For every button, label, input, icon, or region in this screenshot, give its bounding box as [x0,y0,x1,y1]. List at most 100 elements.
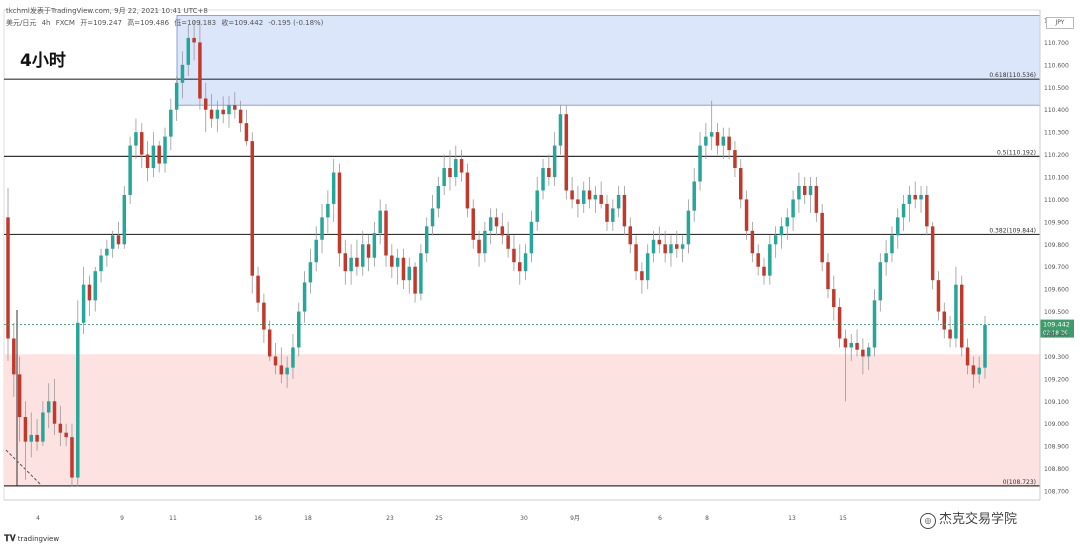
candle-body[interactable] [919,194,923,200]
candle-body[interactable] [605,203,609,222]
candle-body[interactable] [558,114,563,146]
candle-body[interactable] [872,300,877,348]
candle-body[interactable] [326,203,330,218]
candle-body[interactable] [506,235,510,249]
candle-body[interactable] [611,208,615,222]
candle-body[interactable] [884,253,888,263]
candle-body[interactable] [849,342,853,348]
candle-body[interactable] [81,284,86,323]
candle-body[interactable] [267,329,272,357]
candle-body[interactable] [320,217,324,240]
candle-body[interactable] [494,217,499,227]
candle-body[interactable] [314,239,318,263]
candle-body[interactable] [913,194,917,200]
candle-body[interactable] [750,230,755,254]
candle-body[interactable] [436,185,441,209]
candle-body[interactable] [762,266,766,276]
candle-body[interactable] [471,208,475,240]
candle-body[interactable] [250,141,254,276]
candle-body[interactable] [419,253,423,294]
candle-body[interactable] [529,221,534,254]
candle-body[interactable] [465,172,470,209]
candle-body[interactable] [395,257,400,267]
currency-badge[interactable]: JPY [1046,17,1074,29]
candle-body[interactable] [890,235,894,254]
candle-body[interactable] [651,239,656,254]
candle-body[interactable] [343,253,348,272]
candle-body[interactable] [372,233,377,258]
tradingview-logo[interactable]: 𝐓𝐕 tradingview [4,534,59,544]
candle-body[interactable] [500,226,505,236]
candle-body[interactable] [291,347,295,368]
candle-body[interactable] [581,190,586,204]
candle-body[interactable] [709,132,714,137]
candle-body[interactable] [337,172,342,254]
candle-body[interactable] [384,210,388,256]
candle-body[interactable] [41,412,45,442]
candle-body[interactable] [174,82,179,110]
candle-body[interactable] [297,311,301,348]
candle-body[interactable] [64,432,68,438]
candle-body[interactable] [52,401,57,424]
candle-body[interactable] [477,239,481,254]
candle-body[interactable] [907,194,912,204]
candle-body[interactable] [686,210,691,245]
candle-body[interactable] [570,190,574,200]
candle-body[interactable] [355,257,359,267]
candle-body[interactable] [483,230,487,254]
candle-body[interactable] [273,356,278,366]
candle-body[interactable] [616,194,621,209]
candle-body[interactable] [779,226,784,236]
candle-body[interactable] [17,374,22,417]
candle-body[interactable] [814,185,819,213]
candle-body[interactable] [12,338,16,375]
candle-body[interactable] [110,235,115,249]
candle-body[interactable] [727,136,731,151]
candle-body[interactable] [285,367,289,375]
candle-body[interactable] [116,235,121,245]
candle-body[interactable] [331,172,336,204]
candle-body[interactable] [430,208,435,227]
candle-body[interactable] [366,244,371,258]
candle-body[interactable] [634,244,638,272]
candle-body[interactable] [169,109,173,137]
candle-body[interactable] [680,244,685,249]
candle-body[interactable] [645,253,650,281]
candle-body[interactable] [593,194,598,200]
candle-body[interactable] [971,365,976,375]
candle-body[interactable] [244,123,249,142]
candle-body[interactable] [965,347,970,366]
candle-body[interactable] [936,280,941,312]
candle-body[interactable] [279,365,284,375]
candle-body[interactable] [454,159,458,177]
candle-body[interactable] [698,145,702,182]
candle-body[interactable] [704,136,708,146]
candle-body[interactable] [302,282,307,312]
candle-body[interactable] [209,109,214,119]
candle-body[interactable] [896,217,900,236]
candle-body[interactable] [401,257,406,281]
candle-body[interactable] [802,185,807,195]
candle-body[interactable] [6,217,10,339]
candle-body[interactable] [925,194,929,227]
candle-body[interactable] [785,217,790,227]
candle-body[interactable] [756,253,760,267]
candle-body[interactable] [773,235,778,245]
candle-body[interactable] [413,266,417,294]
candle-body[interactable] [826,262,830,290]
candle-body[interactable] [628,226,633,245]
candle-body[interactable] [622,194,627,227]
candle-body[interactable] [930,226,935,281]
candle-body[interactable] [140,132,144,155]
candle-body[interactable] [221,109,225,115]
candle-body[interactable] [820,212,824,263]
candle-body[interactable] [541,168,545,191]
candle-body[interactable] [535,190,539,222]
candle-body[interactable] [861,349,865,357]
candle-body[interactable] [657,239,662,245]
candle-body[interactable] [76,322,80,478]
candle-body[interactable] [70,437,74,478]
candle-body[interactable] [942,311,947,330]
candle-body[interactable] [552,145,557,177]
